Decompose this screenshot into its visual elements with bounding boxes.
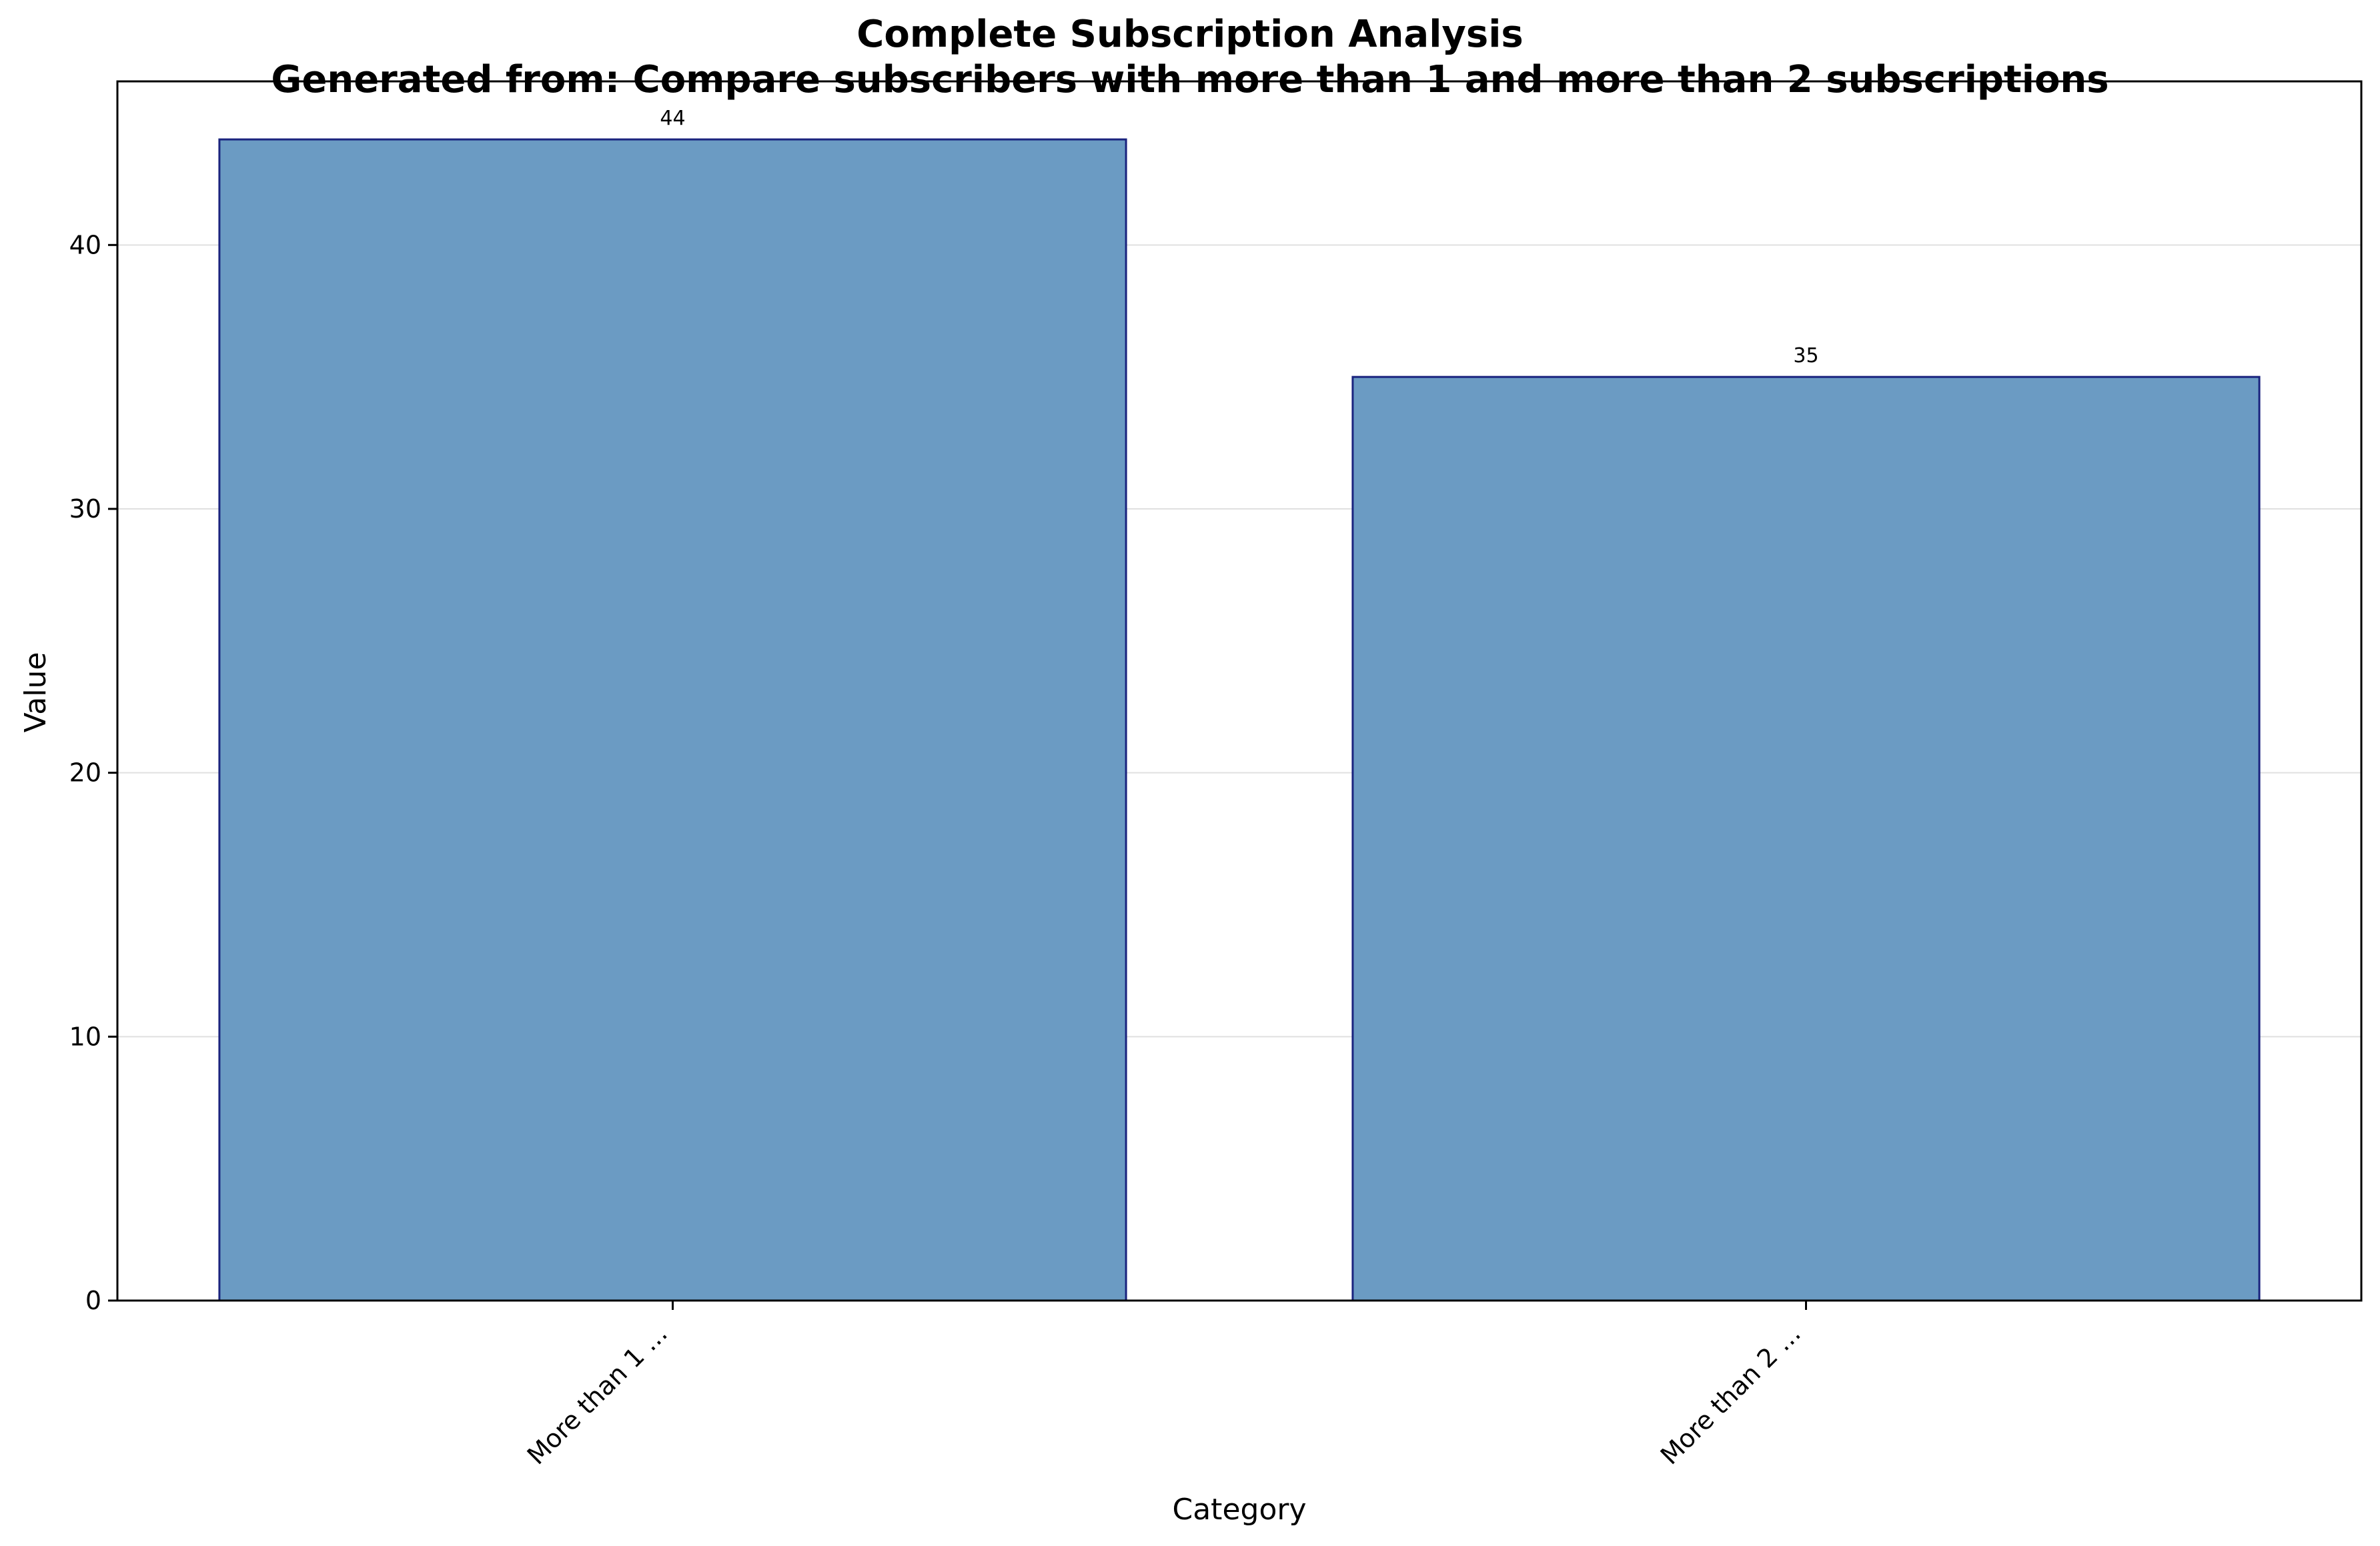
x-axis-ticks: More than 1 ... More than 2 ...	[522, 1301, 1807, 1470]
bar-value-labels: 44 35	[660, 107, 1818, 367]
bars	[218, 138, 2261, 1302]
plot-frame	[116, 80, 2363, 1302]
y-axis-label: Value	[19, 652, 53, 733]
bar	[1351, 375, 2261, 1302]
y-tick-label: 30	[69, 494, 101, 524]
x-axis-label: Category	[1173, 1493, 1307, 1527]
y-tick-label: 20	[69, 758, 101, 788]
bar	[218, 138, 1127, 1302]
y-tick-label: 0	[85, 1286, 101, 1315]
x-tick-label: More than 1 ...	[522, 1319, 673, 1470]
chart-title: Complete Subscription Analysis	[856, 13, 1524, 56]
bar-value-label: 35	[1793, 344, 1818, 367]
y-tick-label: 10	[69, 1022, 101, 1051]
y-tick-label: 40	[69, 230, 101, 259]
chart-subtitle: Generated from: Compare subscribers with…	[271, 58, 2109, 101]
bar-value-label: 44	[660, 107, 685, 130]
y-axis-ticks: 0 10 20 30 40	[69, 230, 117, 1315]
x-tick-label: More than 2 ...	[1655, 1319, 1806, 1470]
